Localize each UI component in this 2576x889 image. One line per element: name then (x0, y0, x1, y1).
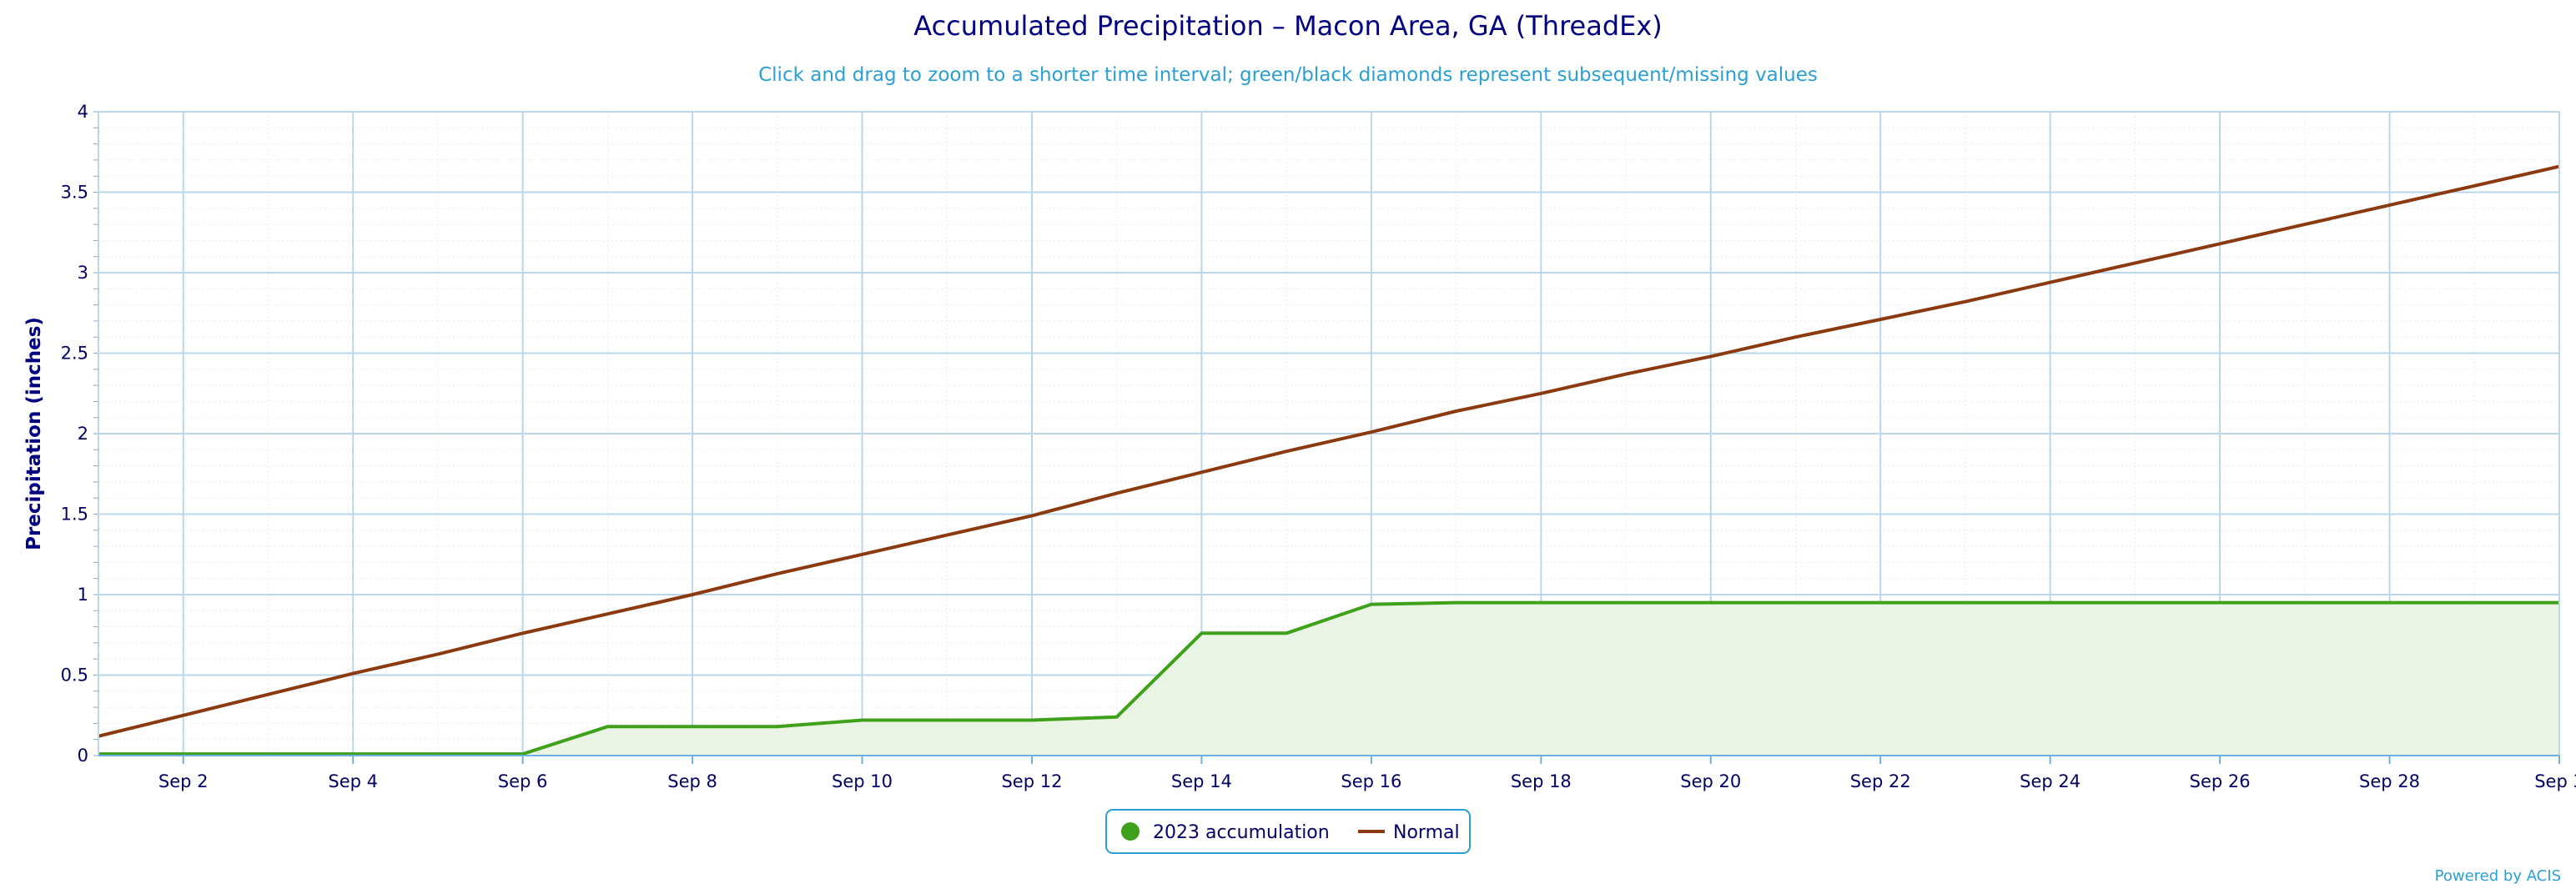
x-tick-label: Sep 24 (2020, 771, 2080, 791)
y-tick-label: 0 (78, 746, 88, 766)
series-area-2023 (98, 602, 2559, 756)
x-tick-label: Sep 10 (832, 771, 893, 791)
legend-marker-2023[interactable] (1121, 822, 1140, 841)
y-tick-label: 3.5 (61, 183, 88, 203)
x-tick-label: Sep 18 (1511, 771, 1572, 791)
chart-title: Accumulated Precipitation – Macon Area, … (913, 10, 1663, 42)
x-tick-label: Sep 8 (667, 771, 717, 791)
legend-label-2023[interactable]: 2023 accumulation (1153, 822, 1330, 843)
y-axis-label: Precipitation (inches) (23, 317, 45, 550)
series-line-normal (98, 164, 2560, 738)
grid (98, 111, 2560, 756)
y-tick-label: 1.5 (61, 505, 88, 525)
y-tick-label: 1 (78, 585, 88, 605)
y-tick-label: 0.5 (61, 665, 88, 686)
y-tick-label: 2 (78, 424, 88, 444)
x-tick-label: Sep 26 (2190, 771, 2251, 791)
x-tick-label: Sep 14 (1171, 771, 1232, 791)
x-tick-label: Sep 22 (1850, 771, 1911, 791)
series-layer (98, 164, 2560, 756)
chart-subtitle: Click and drag to zoom to a shorter time… (758, 64, 1818, 86)
legend-box (1105, 809, 1471, 854)
y-tick-label: 4 (78, 102, 88, 122)
credit-link[interactable]: Powered by ACIS (2435, 867, 2561, 885)
x-tick-label: Sep 28 (2359, 771, 2420, 791)
x-tick-label: Sep 20 (1680, 771, 1741, 791)
x-tick-label: Sep 6 (498, 771, 548, 791)
x-tick-label: Sep 2 (158, 771, 209, 791)
x-tick-label: Sep 16 (1341, 771, 1401, 791)
x-tick-label: Sep 4 (328, 771, 378, 791)
x-tick-label: Sep 3 (2534, 771, 2576, 791)
x-tick-label: Sep 12 (1001, 771, 1062, 791)
y-tick-label: 3 (78, 263, 88, 283)
series-line-2023 (98, 600, 2559, 756)
legend: 2023 accumulation Normal (1105, 809, 1471, 854)
y-tick-label: 2.5 (61, 344, 88, 364)
legend-label-normal[interactable]: Normal (1393, 822, 1460, 843)
axes: 0 0.5 1 1.5 2 2.5 3 3.5 4 Sep 2 Sep 4 Sep 6 Sep 8 Sep… (61, 102, 2576, 791)
